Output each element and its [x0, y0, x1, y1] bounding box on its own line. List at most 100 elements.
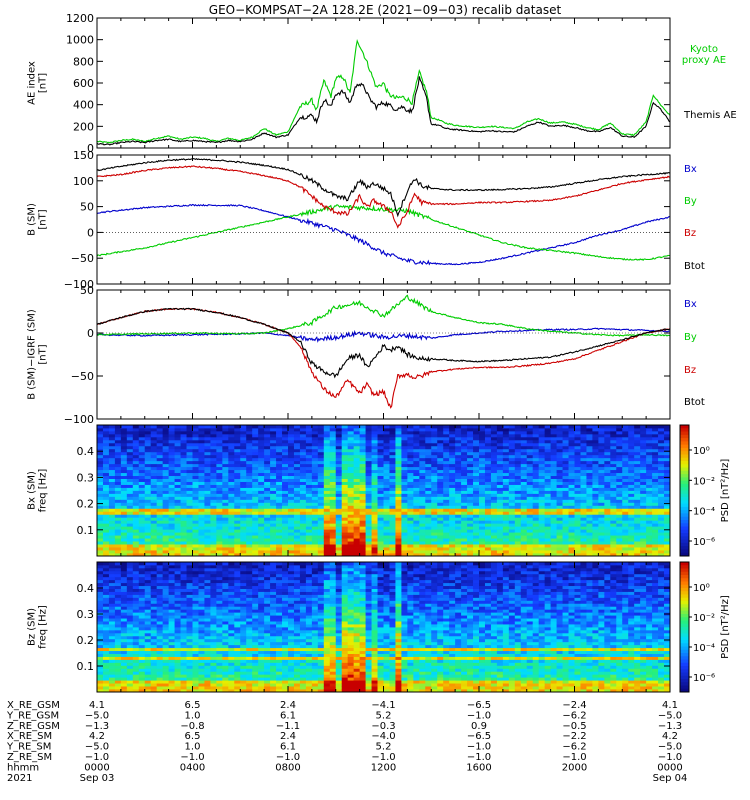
spectrogram-cell — [329, 436, 337, 441]
spectrogram-cell — [407, 475, 414, 479]
spectrogram-cell — [114, 439, 122, 444]
spectrogram-cell — [347, 430, 355, 435]
spectrogram-cell — [562, 514, 569, 518]
spectrogram-cell — [646, 499, 653, 503]
spectrogram-cell — [246, 523, 253, 527]
spectrogram-cell — [126, 659, 134, 663]
spectrogram-cell — [204, 487, 211, 491]
spectrogram-cell — [610, 547, 617, 551]
spectrogram-cell — [204, 451, 211, 456]
spectrogram-cell — [496, 496, 504, 500]
spectrogram-cell — [550, 433, 557, 438]
spectrogram-cell — [610, 454, 617, 459]
spectrogram-cell — [97, 576, 104, 581]
spectrogram-cell — [282, 544, 289, 548]
spectrogram-cell — [204, 427, 211, 432]
spectrogram-cell — [377, 538, 384, 542]
spectrogram-cell — [204, 425, 211, 429]
spectrogram-cell — [222, 439, 229, 444]
spectrogram-cell — [305, 502, 313, 506]
spectrogram-cell — [484, 433, 492, 438]
spectrogram-cell — [192, 445, 199, 450]
spectrogram-cell — [252, 463, 259, 468]
spectrogram-cell — [395, 442, 402, 447]
spectrogram-cell — [628, 505, 635, 509]
legend-kyoto-proxy-ae: proxy AE — [682, 55, 726, 66]
spectrogram-cell — [646, 442, 653, 447]
spectrogram-cell — [449, 448, 456, 453]
ae-ylabel-line: AE index — [27, 61, 38, 105]
spectrogram-cell — [210, 430, 217, 435]
spectrogram-cell — [97, 567, 104, 572]
spectrogram-cell — [526, 472, 534, 477]
y-tick-label: 50 — [80, 284, 94, 297]
spectrogram-cell — [389, 454, 396, 459]
spectrogram-cell — [413, 463, 420, 468]
spectrogram-cell — [347, 445, 355, 450]
spectrogram-cell — [240, 502, 247, 506]
spectrogram-cell — [377, 430, 384, 435]
spectrogram-cell — [401, 541, 408, 545]
spectrogram-cell — [616, 448, 623, 453]
spectrogram-cell — [401, 544, 408, 548]
spectrogram-cell — [610, 427, 617, 432]
spectrogram-cell — [490, 436, 498, 441]
spectrogram-cell — [562, 520, 569, 524]
spectrogram-cell — [622, 463, 629, 468]
spectrogram-cell — [144, 508, 152, 512]
spectrogram-cell — [347, 457, 355, 462]
spectrogram-cell — [544, 451, 552, 456]
spectrogram-cell — [473, 511, 480, 515]
spectrogram-cell — [311, 532, 319, 536]
spectrogram-cell — [461, 544, 468, 548]
spectrogram-cell — [240, 469, 247, 474]
spectrogram-cell — [108, 538, 116, 542]
spectrogram-cell — [305, 547, 313, 551]
spectrogram-cell — [383, 448, 390, 453]
spectrogram-cell — [347, 511, 355, 515]
spectrogram-cell — [323, 451, 331, 456]
spectrogram-cell — [550, 469, 557, 474]
spectrogram-cell — [473, 457, 480, 462]
spectrogram-cell — [484, 523, 492, 527]
spectrogram-cell — [150, 436, 158, 441]
spectrogram-cell — [120, 650, 128, 654]
spectrogram-cell — [574, 457, 581, 462]
spectrogram-cell — [664, 445, 671, 450]
spectrogram-cell — [132, 671, 140, 675]
spectrogram-cell — [383, 457, 390, 462]
spectrogram-cell — [473, 433, 480, 438]
spectrogram-cell — [228, 523, 235, 527]
spectrogram-cell — [413, 550, 420, 554]
spectrogram-cell — [538, 514, 546, 518]
spectrogram-cell — [323, 490, 331, 494]
spectrogram-cell — [628, 484, 635, 488]
spectrogram-cell — [162, 520, 170, 524]
spectrogram-cell — [443, 505, 450, 509]
spectrogram-cell — [252, 511, 259, 515]
spectrogram-cell — [568, 544, 575, 548]
spectrogram-cell — [150, 493, 158, 497]
spectrogram-cell — [658, 460, 665, 465]
spectrogram-cell — [168, 499, 175, 503]
spectrogram-cell — [293, 439, 301, 444]
spectrogram-cell — [102, 439, 110, 444]
spectrogram-cell — [299, 430, 307, 435]
spectrogram-cell — [347, 481, 355, 485]
spectrogram-cell — [580, 472, 587, 477]
spectrogram-cell — [365, 481, 372, 485]
spectrogram-cell — [628, 535, 635, 539]
spectrogram-cell — [461, 496, 468, 500]
spectrogram-cell — [210, 505, 217, 509]
spectrogram-cell — [311, 436, 319, 441]
y-tick-label: 50 — [80, 201, 94, 214]
spectrogram-cell — [532, 442, 540, 447]
spectrogram-cell — [192, 493, 199, 497]
spectrogram-cell — [437, 466, 444, 471]
spectrogram-cell — [276, 502, 283, 506]
spectrogram-cell — [126, 624, 134, 628]
spectrogram-cell — [598, 532, 605, 536]
spectrogram-cell — [455, 547, 462, 551]
spectrogram-cell — [288, 427, 295, 432]
spectrogram-cell — [526, 475, 534, 479]
